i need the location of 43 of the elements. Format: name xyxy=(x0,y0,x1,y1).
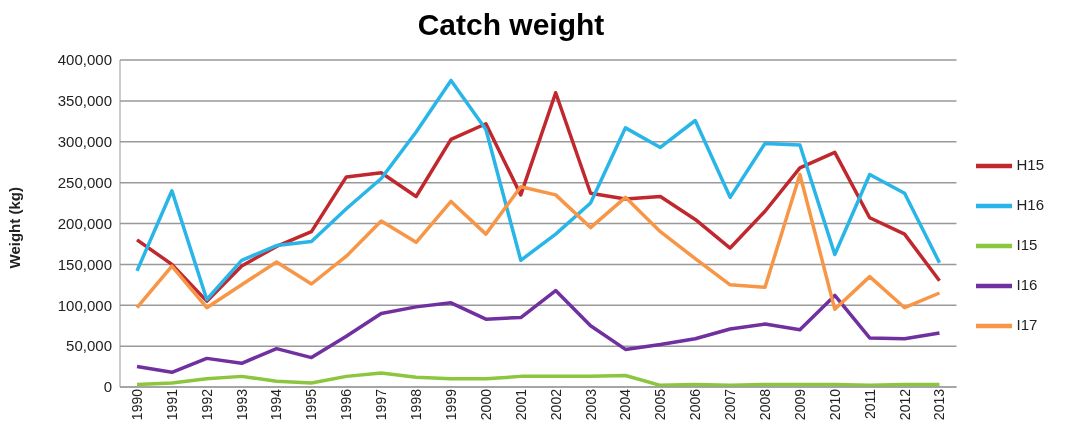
y-tick-label: 250,000 xyxy=(57,173,112,191)
x-tick-label: 2012 xyxy=(896,388,913,421)
y-tick-label: 350,000 xyxy=(57,92,112,110)
y-tick-label: 100,000 xyxy=(57,296,112,314)
legend-label: I15 xyxy=(1016,235,1038,253)
x-tick-label: 2001 xyxy=(512,388,529,421)
x-tick-label: 1997 xyxy=(373,388,390,421)
x-tick-label: 2002 xyxy=(547,388,564,421)
legend-label: I17 xyxy=(1016,315,1038,333)
x-tick-label: 1996 xyxy=(338,388,355,421)
x-tick-label: 2006 xyxy=(687,388,704,421)
y-tick-label: 150,000 xyxy=(57,255,112,273)
y-tick-label: 400,000 xyxy=(57,51,112,69)
x-tick-label: 1990 xyxy=(128,388,145,421)
legend-label: H15 xyxy=(1016,155,1044,173)
line-series xyxy=(135,371,942,387)
legend-label: H16 xyxy=(1016,195,1044,213)
x-tick-label: 2005 xyxy=(652,388,669,421)
x-tick-label: 2008 xyxy=(756,388,773,421)
x-tick-label: 2011 xyxy=(861,388,878,420)
x-tick-label: 1994 xyxy=(268,388,285,421)
y-tick-label: 200,000 xyxy=(57,214,112,232)
x-tick-label: 2010 xyxy=(826,388,843,421)
chart-title: Catch weight xyxy=(417,8,605,41)
x-tick-label: 1991 xyxy=(163,388,180,421)
x-tick-label: 1998 xyxy=(408,388,425,421)
x-tick-label: 1992 xyxy=(198,388,215,421)
line-series xyxy=(135,172,942,312)
x-tick-label: 1995 xyxy=(303,388,320,421)
y-tick-label: 50,000 xyxy=(66,337,112,355)
x-tick-label: 1999 xyxy=(442,388,459,421)
line-series xyxy=(135,288,942,375)
y-tick-label: 300,000 xyxy=(57,133,112,151)
legend-label: I16 xyxy=(1016,275,1038,293)
x-tick-label: 2003 xyxy=(582,388,599,421)
x-tick-label: 2004 xyxy=(617,388,634,421)
x-tick-label: 2000 xyxy=(477,388,494,421)
y-axis-title: Weight (kg) xyxy=(6,187,24,269)
x-tick-label: 2009 xyxy=(791,388,808,421)
y-tick-label: 0 xyxy=(103,378,112,396)
x-tick-label: 1993 xyxy=(233,388,250,421)
x-tick-label: 2013 xyxy=(931,388,948,421)
x-tick-label: 2007 xyxy=(722,388,739,421)
